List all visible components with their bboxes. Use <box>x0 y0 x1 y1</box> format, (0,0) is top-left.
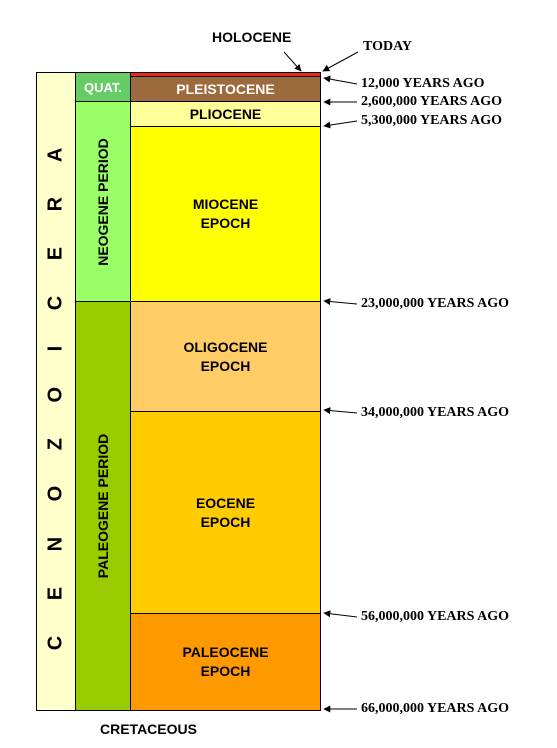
boundary-label-12k: 12,000 YEARS AGO <box>361 76 485 91</box>
oligocene-epoch-box: OLIGOCENE EPOCH <box>130 301 321 412</box>
boundary-label-2-6m: 2,600,000 YEARS AGO <box>361 94 503 109</box>
miocene-label: MIOCENE EPOCH <box>192 196 259 231</box>
quaternary-period-box: QUAT. <box>75 72 131 102</box>
boundary-label-66m: 66,000,000 YEARS AGO <box>361 701 510 716</box>
boundary-label-34m: 34,000,000 YEARS AGO <box>361 405 510 420</box>
pleistocene-label: PLEISTOCENE <box>176 80 275 97</box>
eocene-epoch-box: EOCENE EPOCH <box>130 411 321 614</box>
pliocene-label: PLIOCENE <box>189 105 262 122</box>
arrow-b3 <box>323 120 358 129</box>
today-label: TODAY <box>363 39 413 54</box>
holocene-label: HOLOCENE <box>212 29 292 45</box>
eocene-label: EOCENE EPOCH <box>195 494 256 530</box>
miocene-epoch-box: MIOCENE EPOCH <box>130 126 321 302</box>
arrow-b4 <box>323 298 358 306</box>
holocene-strip <box>130 72 321 77</box>
holocene-arrow <box>283 51 302 72</box>
paleocene-epoch-box: PALEOCENE EPOCH <box>130 613 321 711</box>
oligocene-label: OLIGOCENE EPOCH <box>183 338 268 374</box>
boundary-label-56m: 56,000,000 YEARS AGO <box>361 609 510 624</box>
paleocene-label: PALEOCENE EPOCH <box>182 644 269 679</box>
boundary-label-5-3m: 5,300,000 YEARS AGO <box>361 113 503 128</box>
arrow-b5 <box>323 407 358 415</box>
cenozoic-era-column: C E N O Z O I C E R A <box>36 72 76 711</box>
today-arrow <box>322 51 359 72</box>
cretaceous-label: CRETACEOUS <box>100 721 197 737</box>
boundary-label-23m: 23,000,000 YEARS AGO <box>361 296 510 311</box>
arrow-b6 <box>323 610 358 618</box>
arrow-b1 <box>323 75 358 85</box>
quaternary-label: QUAT. <box>83 79 123 95</box>
